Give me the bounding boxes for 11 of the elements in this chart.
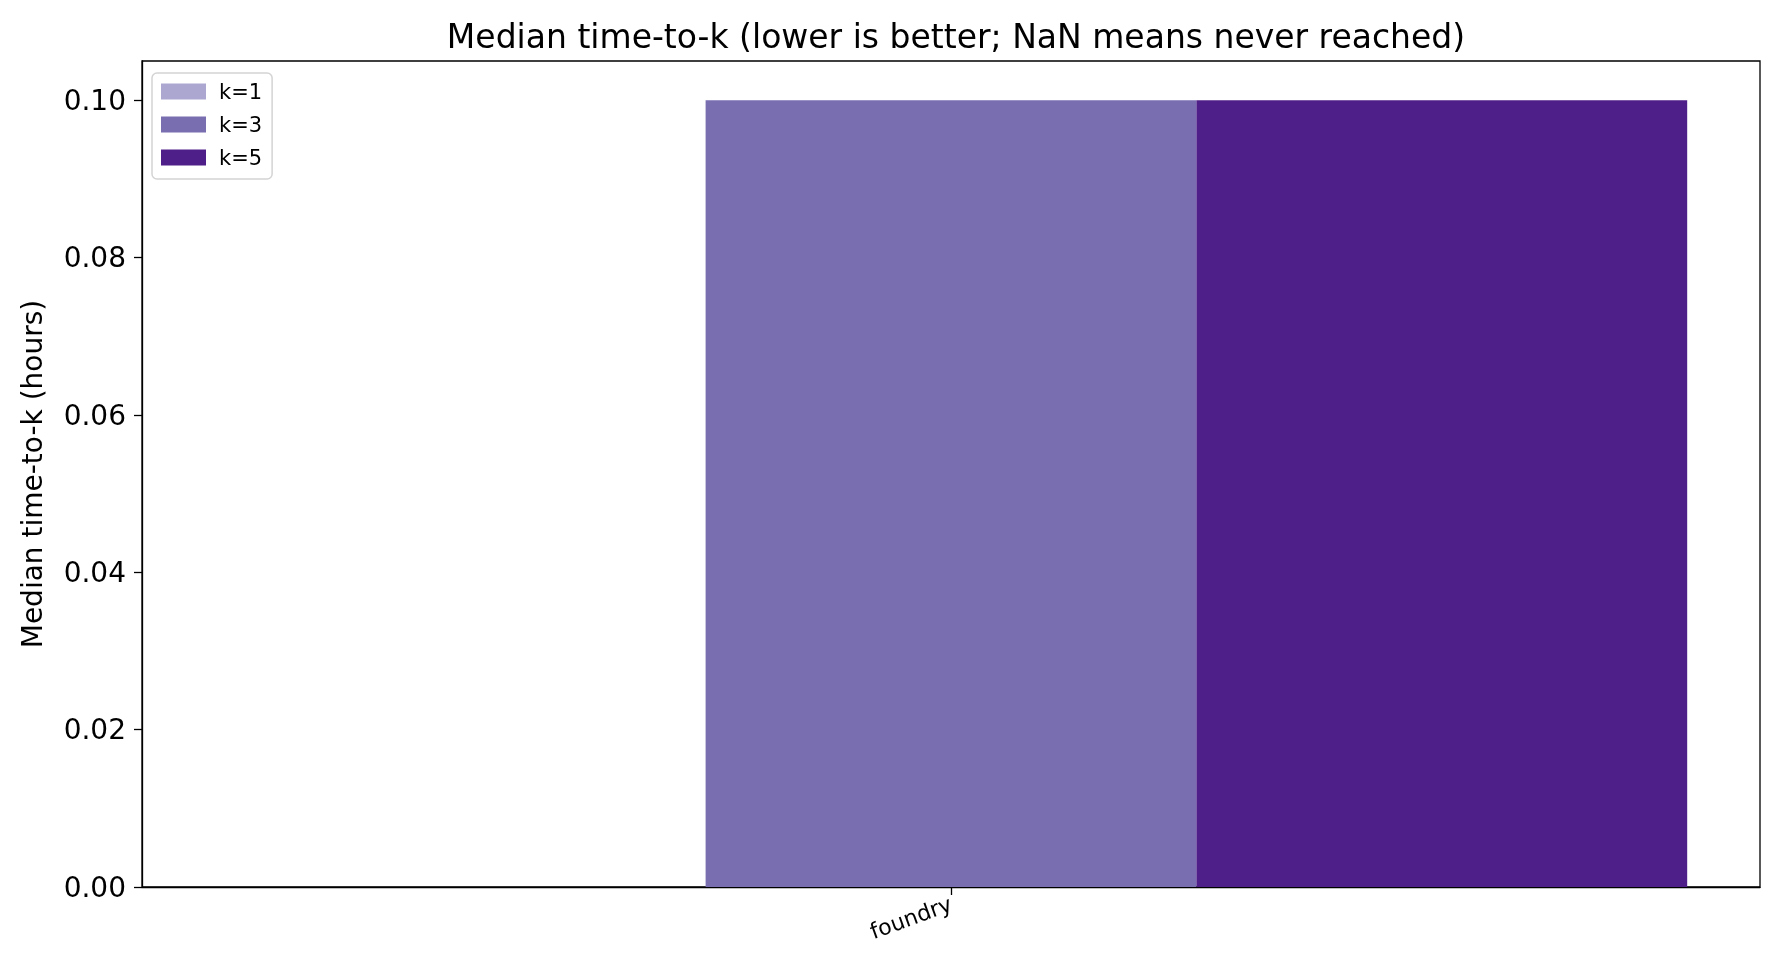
y-tick-label: 0.02 bbox=[63, 713, 126, 747]
legend-label: k=5 bbox=[219, 145, 263, 170]
y-tick-label: 0.00 bbox=[63, 870, 126, 904]
chart-title: Median time-to-k (lower is better; NaN means never reached) bbox=[446, 17, 1466, 56]
y-tick-label: 0.10 bbox=[63, 83, 126, 117]
legend-label: k=3 bbox=[219, 112, 263, 137]
y-axis-title: Median time-to-k (hours) bbox=[15, 299, 49, 649]
y-tick-label: 0.04 bbox=[63, 555, 126, 589]
y-tick-label: 0.06 bbox=[63, 398, 126, 432]
y-tick-label: 0.08 bbox=[63, 241, 126, 275]
legend-label: k=1 bbox=[219, 79, 263, 104]
